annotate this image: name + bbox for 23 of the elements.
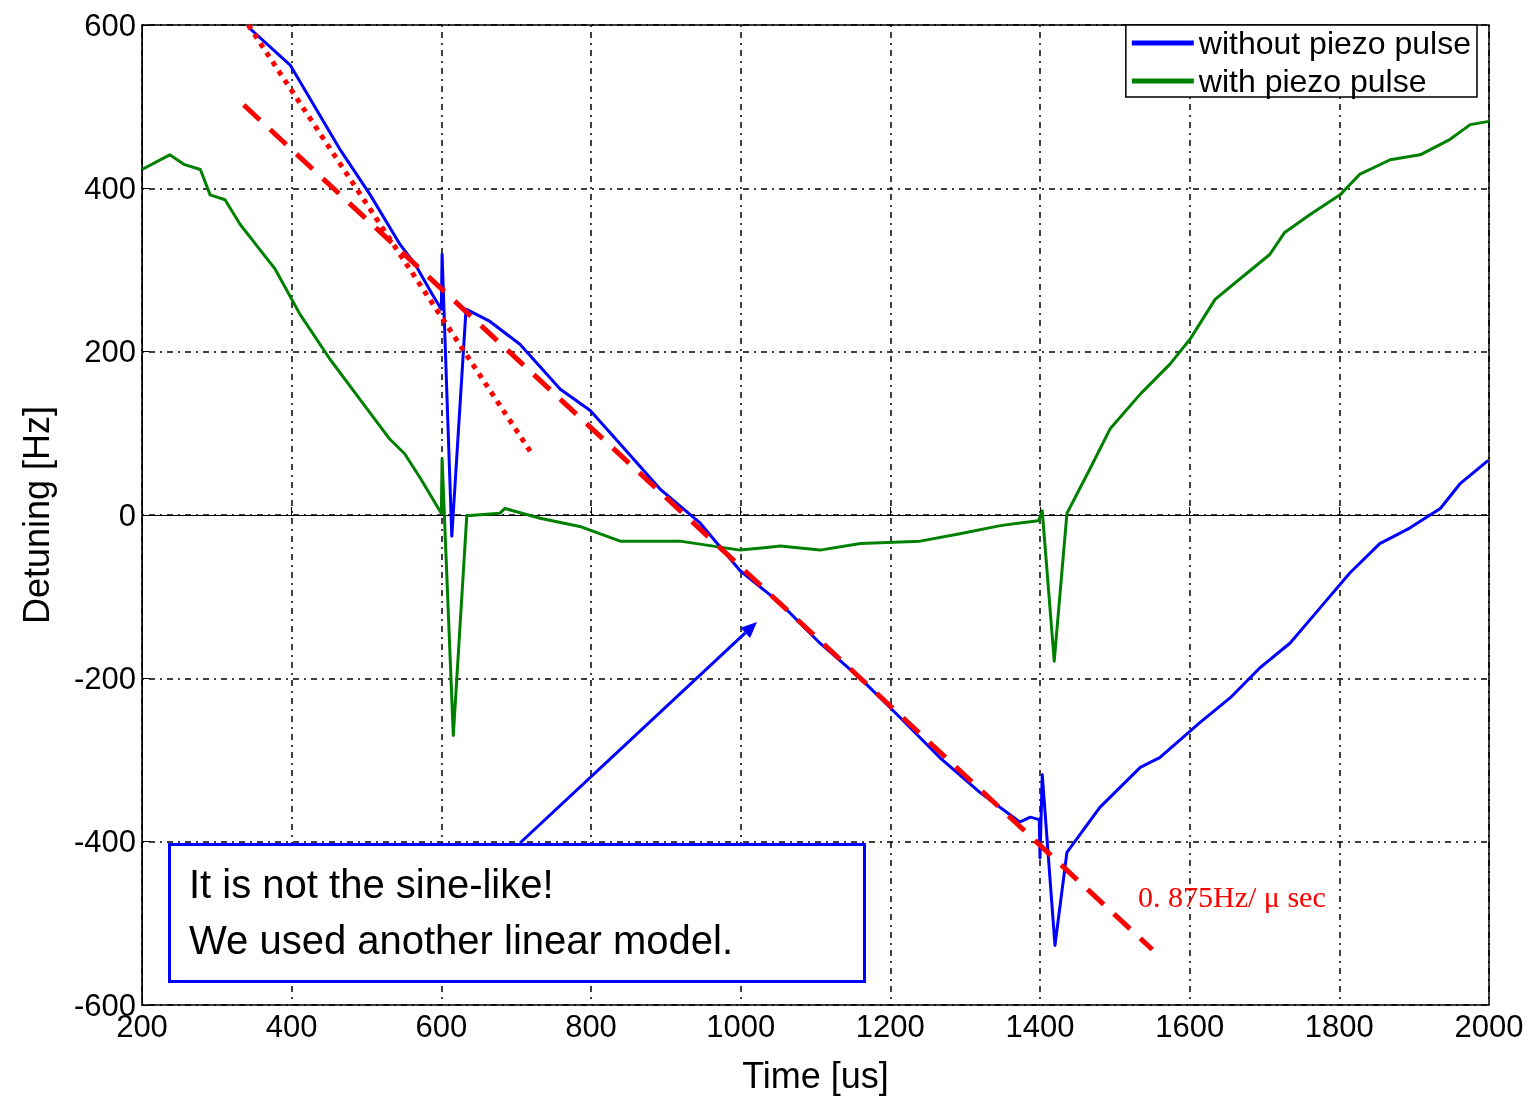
y-tick-label: 600 [84, 7, 136, 43]
callout-box: It is not the sine-like! We used another linear model. [168, 843, 866, 983]
x-tick-label: 2000 [1454, 1009, 1524, 1044]
x-tick-label: 400 [265, 1009, 318, 1044]
annotation: 0. 875Hz/ μ sec [1138, 880, 1326, 914]
x-tick-label: 1200 [855, 1009, 925, 1044]
x-axis-title: Time [us] [742, 1054, 889, 1096]
x-tick-label: 1800 [1304, 1009, 1374, 1044]
x-tick-label: 800 [565, 1009, 617, 1044]
legend-label: with piezo pulse [1197, 63, 1427, 99]
x-tick-label: 600 [415, 1009, 468, 1044]
annotation: It is not the sine-like! We used another linear model. [189, 862, 734, 962]
y-tick-label: 400 [84, 170, 136, 206]
y-tick-label: 200 [84, 334, 136, 370]
legend-label: without piezo pulse [1197, 25, 1471, 61]
x-tick-label: 1000 [706, 1009, 776, 1044]
x-tick-label: 1400 [1005, 1009, 1075, 1044]
line-series [140, 119, 1491, 737]
y-axis-title: Detuning [Hz] [15, 405, 57, 625]
y-tick-label: 0 [118, 497, 136, 533]
y-tick-label: -200 [73, 660, 136, 696]
y-tick-label: -400 [73, 824, 136, 860]
x-tick-label: 1600 [1155, 1009, 1225, 1044]
